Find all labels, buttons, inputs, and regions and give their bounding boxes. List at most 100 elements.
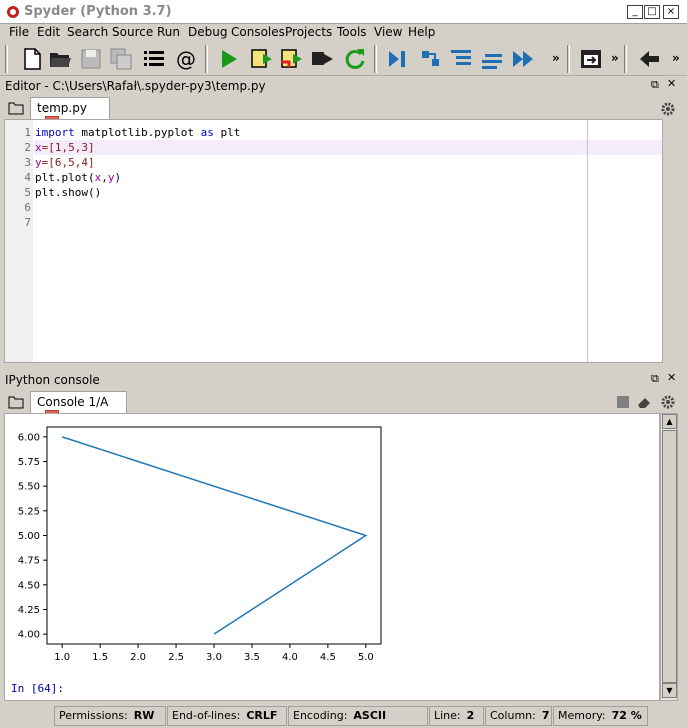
menu-view[interactable]: View [374, 25, 403, 39]
y-tick-label: 4.75 [18, 556, 40, 567]
run-selection-icon[interactable] [309, 46, 335, 72]
close-pane-icon[interactable]: ✕ [667, 77, 677, 90]
status-label: Memory: [558, 709, 606, 722]
toolbar-separator [567, 45, 570, 73]
x-tick-label: 3.5 [244, 652, 260, 663]
save-icon[interactable] [78, 46, 104, 72]
outline-list-icon[interactable] [141, 46, 167, 72]
plot-series-line [61, 436, 368, 635]
browse-tabs-icon[interactable] [8, 395, 24, 409]
close-window-button[interactable]: × [663, 5, 679, 19]
gear-icon[interactable] [660, 394, 676, 410]
y-tick-label: 4.50 [18, 580, 40, 591]
code-text: ) [114, 171, 122, 184]
spyder-logo-icon [7, 6, 19, 18]
at-symbol-icon[interactable]: @ [173, 46, 199, 72]
line-number: 1 [24, 126, 31, 139]
toolbar-more-button[interactable]: » [552, 51, 560, 65]
status-label: Permissions: [59, 709, 128, 722]
tab-console[interactable]: Console 1/A × [30, 391, 127, 423]
menu-source[interactable]: Source [112, 25, 154, 39]
status-label: End-of-lines: [172, 709, 241, 722]
variable: y [35, 156, 42, 169]
x-tick-label: 5.0 [358, 652, 374, 663]
scroll-down-button[interactable]: ▼ [662, 683, 677, 698]
status-value: CRLF [246, 709, 278, 722]
toolbar-separator [5, 45, 8, 73]
eraser-icon[interactable] [636, 395, 652, 409]
tab-temp-py[interactable]: temp.py × [30, 97, 110, 129]
code-line-5: plt.show() [34, 185, 662, 200]
status-bar: Permissions: RW End-of-lines: CRLF Encodin… [0, 704, 687, 728]
code-line-1: import matplotlib.pyplot as plt [34, 125, 662, 140]
y-tick-label: 4.25 [18, 605, 40, 616]
debug-icon[interactable] [385, 46, 411, 72]
status-memory: Memory: 72 % [553, 706, 648, 726]
tab-label: Console 1/A [37, 395, 109, 409]
x-tick-label: 1.5 [92, 652, 108, 663]
save-all-icon[interactable] [108, 46, 134, 72]
undock-icon[interactable]: ⧉ [651, 78, 659, 91]
code-text: plt.show() [35, 186, 102, 199]
ipython-console-output[interactable]: 1.0 1.5 2.0 2.5 3.0 3.5 4.0 4.5 5.0 4.00 4.25 4.50… [4, 413, 660, 701]
code-text: =[1,5,3] [41, 141, 95, 154]
console-prompt[interactable]: In [64]: [11, 682, 64, 695]
new-file-icon[interactable] [19, 46, 45, 72]
run-cell-advance-icon[interactable] [279, 46, 305, 72]
code-editor[interactable]: 1 2 3 4 5 6 7 import matplotlib.pyplot a… [4, 119, 663, 363]
status-value: 72 % [611, 709, 642, 722]
x-tick-label: 4.5 [320, 652, 336, 663]
rerun-icon[interactable] [342, 46, 368, 72]
editor-pane-title: Editor - C:\Users\Rafał\.spyder-py3\temp… [5, 79, 266, 93]
line-number: 6 [24, 201, 31, 214]
line-number: 3 [24, 156, 31, 169]
browse-tabs-icon[interactable] [8, 101, 24, 115]
scroll-thumb[interactable] [662, 430, 677, 683]
toolbar-more-button[interactable]: » [672, 51, 680, 65]
undock-icon[interactable]: ⧉ [651, 372, 659, 385]
menu-edit[interactable]: Edit [37, 25, 61, 39]
code-text: , [101, 171, 108, 184]
maximize-button[interactable]: □ [644, 5, 660, 19]
minimize-button[interactable]: _ [627, 5, 643, 19]
x-tick-label: 3.0 [206, 652, 222, 663]
run-cell-icon[interactable] [249, 46, 275, 72]
menu-file[interactable]: File [9, 25, 30, 39]
menu-consoles[interactable]: Consoles [231, 25, 285, 39]
toolbar-separator [205, 45, 208, 73]
menu-projects[interactable]: Projects [285, 25, 333, 39]
status-permissions: Permissions: RW [54, 706, 166, 726]
back-arrow-icon[interactable] [636, 46, 662, 72]
close-pane-icon[interactable]: ✕ [667, 371, 677, 384]
code-text: matplotlib.pyplot [74, 126, 201, 139]
console-tab-bar: Console 1/A × [0, 391, 687, 423]
menu-run[interactable]: Run [157, 25, 181, 39]
code-line-4: plt.plot(x,y) [34, 170, 662, 185]
maximize-pane-icon[interactable] [578, 46, 604, 72]
console-scrollbar[interactable]: ▲ ▼ [660, 413, 678, 701]
step-icon[interactable] [418, 46, 444, 72]
y-tick-label: 5.25 [18, 506, 40, 517]
status-value: 7 [541, 709, 550, 722]
gear-icon[interactable] [660, 101, 676, 117]
stop-icon[interactable] [617, 396, 629, 408]
status-line: Line: 2 [429, 706, 484, 726]
menu-search[interactable]: Search [67, 25, 109, 39]
step-into-icon[interactable] [448, 46, 474, 72]
step-return-icon[interactable] [479, 46, 505, 72]
toolbar-separator [374, 45, 377, 73]
scroll-up-button[interactable]: ▲ [662, 414, 677, 429]
toolbar-more-button[interactable]: » [611, 51, 619, 65]
title-bar: Spyder (Python 3.7) _ □ × [0, 0, 687, 24]
menu-help[interactable]: Help [408, 25, 436, 39]
menu-tools[interactable]: Tools [337, 25, 367, 39]
continue-icon[interactable] [510, 46, 536, 72]
open-folder-icon[interactable] [47, 46, 73, 72]
variable: x [35, 141, 42, 154]
status-label: Line: [434, 709, 461, 722]
run-icon[interactable] [216, 46, 242, 72]
line-number-gutter: 1 2 3 4 5 6 7 [5, 120, 33, 362]
menu-debug[interactable]: Debug [188, 25, 228, 39]
line-number: 7 [24, 216, 31, 229]
x-tick-label: 2.5 [168, 652, 184, 663]
